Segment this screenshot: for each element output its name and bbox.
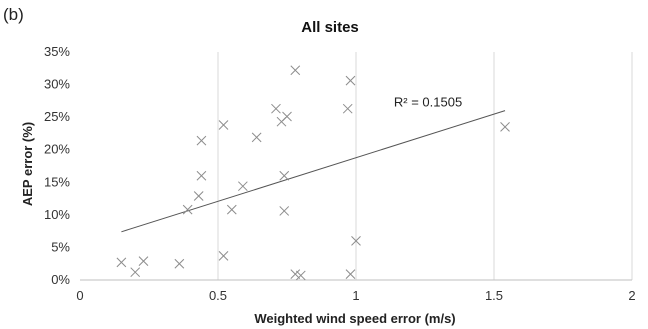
y-tick-label: 0% [51, 272, 70, 287]
data-point [345, 269, 356, 279]
y-axis-ticks: 0% 5% 10% 15% 20% 25% 30% 35% [44, 44, 70, 287]
y-tick-label: 15% [44, 174, 70, 189]
y-tick-label: 10% [44, 207, 70, 222]
x-tick-label: 1.5 [485, 288, 503, 303]
gridlines [217, 52, 633, 280]
data-point [218, 120, 229, 130]
data-point [237, 181, 248, 192]
data-point [196, 170, 207, 181]
chart-title: All sites [301, 19, 359, 36]
data-point [182, 204, 193, 215]
x-axis-title: Weighted wind speed error (m/s) [254, 311, 455, 326]
y-tick-label: 5% [51, 239, 70, 254]
data-point [282, 111, 292, 122]
data-point [345, 75, 356, 86]
y-tick-label: 30% [44, 77, 70, 92]
data-point [271, 103, 281, 114]
panel-label: (b) [3, 5, 24, 24]
trendline-r2-label: R² = 0.1505 [394, 95, 462, 110]
data-point [290, 65, 301, 76]
y-tick-label: 25% [44, 109, 70, 124]
data-point [130, 267, 141, 278]
y-axis-title: AEP error (%) [20, 122, 35, 206]
data-point [351, 236, 361, 246]
trendline [121, 110, 506, 233]
data-point [193, 191, 204, 201]
y-tick-label: 20% [44, 142, 70, 157]
data-point [342, 103, 353, 114]
data-point [138, 256, 149, 266]
data-point [251, 132, 262, 143]
data-point [196, 135, 207, 146]
data-point [218, 251, 229, 261]
data-point [279, 206, 290, 216]
data-point [174, 258, 185, 269]
x-axis-ticks: 0 0.5 1 1.5 2 [76, 288, 635, 303]
x-tick-label: 0 [76, 288, 83, 303]
data-point [295, 270, 306, 281]
data-point [500, 122, 510, 132]
x-tick-label: 0.5 [209, 288, 227, 303]
data-point [116, 257, 127, 268]
x-tick-label: 1 [352, 288, 359, 303]
x-tick-label: 2 [628, 288, 635, 303]
data-point [279, 170, 290, 181]
y-tick-label: 35% [44, 44, 70, 59]
data-point [290, 269, 301, 279]
data-points [116, 65, 510, 281]
data-point [226, 204, 237, 215]
